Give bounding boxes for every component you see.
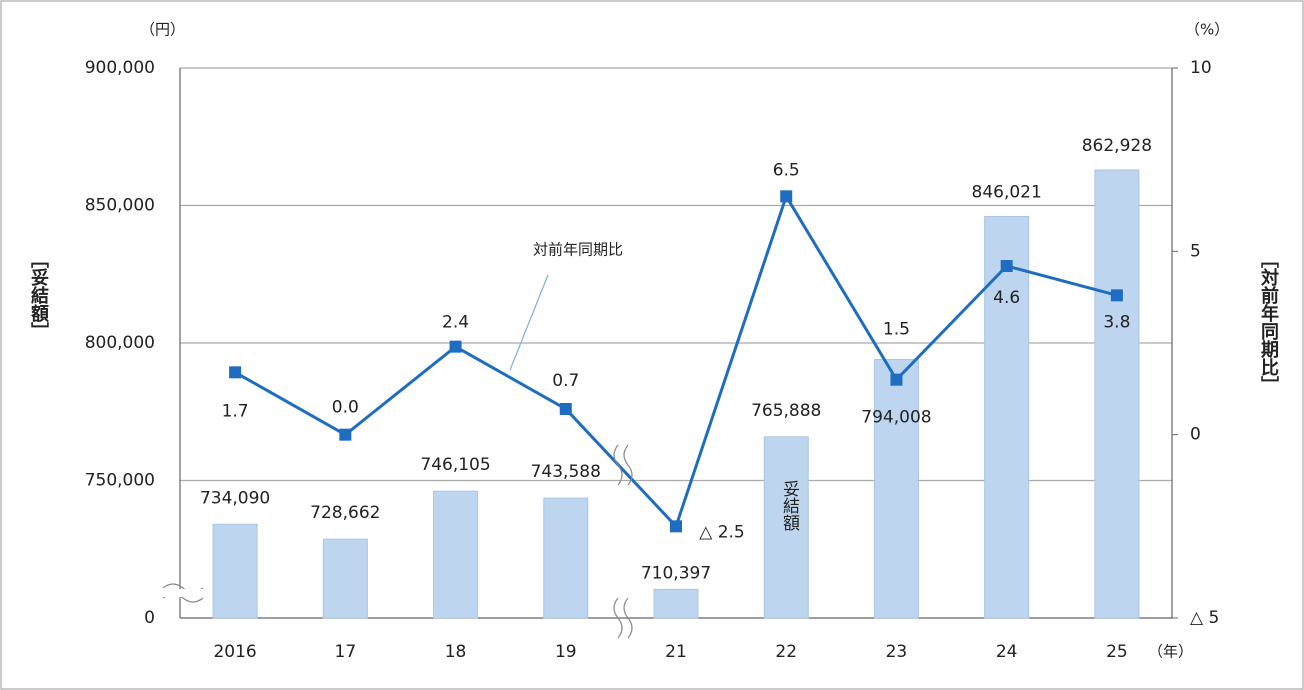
line-value-label: 1.7: [222, 401, 249, 421]
line-marker: [449, 340, 462, 353]
bar-annotation: 妥結額: [779, 480, 800, 531]
break-mark: [613, 444, 633, 486]
bar: [543, 497, 589, 619]
line-value-label: △ 2.5: [699, 522, 745, 542]
bar-value-label: 734,090: [200, 488, 270, 508]
y2-tick-label: △ 5: [1190, 608, 1219, 628]
line-marker: [1000, 260, 1013, 272]
y2-tick-label: 0: [1190, 425, 1201, 445]
x-tick-label: 24: [996, 642, 1018, 662]
break-mark: [613, 597, 633, 639]
bar-value-label: 846,021: [972, 182, 1042, 202]
line-value-label: 4.6: [993, 288, 1020, 308]
break-gap: [163, 589, 203, 597]
x-tick-label: 2016: [213, 642, 256, 662]
line-marker: [559, 403, 572, 415]
line-marker: [780, 190, 793, 203]
line-value-label: 0.0: [332, 398, 359, 418]
bar: [984, 215, 1030, 619]
x-unit: （年）: [1148, 643, 1193, 661]
y2-tick-label: 5: [1190, 241, 1201, 261]
line-value-label: 2.4: [442, 313, 469, 333]
y-tick-label: 0: [144, 608, 155, 628]
y2-tick-label: 10: [1190, 58, 1212, 78]
x-tick-label: 25: [1106, 642, 1128, 662]
y-tick-label: 750,000: [85, 471, 155, 491]
line-marker: [1110, 289, 1123, 302]
x-tick-label: 23: [886, 642, 908, 662]
bar: [433, 490, 479, 619]
bar-value-label: 794,008: [861, 407, 931, 427]
line-value-label: 3.8: [1103, 312, 1130, 332]
line-value-label: 1.5: [883, 320, 910, 340]
y-unit: （円）: [140, 21, 185, 39]
y2-title: ［対前年同期比］: [1258, 250, 1280, 394]
line-marker: [229, 366, 242, 379]
bar-value-label: 728,662: [310, 503, 380, 523]
bar: [322, 538, 368, 619]
x-tick-label: 22: [775, 642, 797, 662]
line-marker: [670, 520, 682, 533]
x-tick-label: 18: [445, 642, 467, 662]
annotation: 対前年同期比: [533, 241, 623, 259]
bar: [873, 358, 919, 619]
line-value-label: 0.7: [552, 371, 579, 391]
bar: [212, 523, 258, 619]
bar-value-label: 862,928: [1082, 136, 1152, 156]
bar: [653, 588, 699, 619]
bar-value-label: 765,888: [751, 401, 821, 421]
bar-value-label: 743,588: [531, 462, 601, 482]
y-tick-label: 900,000: [85, 58, 155, 78]
x-tick-label: 21: [665, 642, 687, 662]
bar: [1094, 169, 1140, 619]
x-tick-label: 19: [555, 642, 577, 662]
annotation-leader: [509, 274, 549, 371]
y-tick-label: 800,000: [85, 333, 155, 353]
line-marker: [339, 428, 352, 441]
bar-value-label: 746,105: [420, 455, 490, 475]
line-marker: [890, 373, 903, 386]
bar: [763, 436, 809, 619]
x-tick-label: 17: [335, 642, 357, 662]
y-title: ［妥結額］: [28, 250, 50, 340]
y2-unit: （%）: [1185, 21, 1229, 39]
bar-value-label: 710,397: [641, 563, 711, 583]
axis-breaks: [162, 444, 633, 639]
y-tick-label: 850,000: [85, 196, 155, 216]
line-value-label: 6.5: [773, 160, 800, 180]
